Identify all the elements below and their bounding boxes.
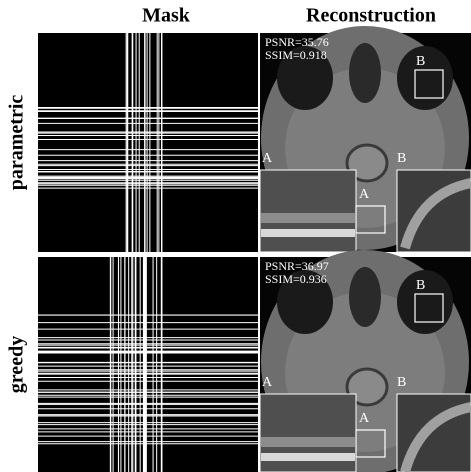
mask-image xyxy=(38,257,258,472)
mask-background xyxy=(38,33,258,252)
tag-label: A xyxy=(262,151,273,166)
inset-a-band xyxy=(261,213,355,223)
sinus xyxy=(349,267,381,327)
tag-label: B xyxy=(416,278,425,293)
mask-background xyxy=(38,257,258,472)
inset-a-band xyxy=(261,453,355,461)
tag-label: A xyxy=(359,411,370,426)
ssim-label: SSIM=0.936 xyxy=(265,272,327,286)
tag-label: B xyxy=(397,151,406,166)
row-label: greedy xyxy=(6,336,28,393)
psnr-label: PSNR=35.76 xyxy=(265,35,329,49)
sinus xyxy=(349,43,381,103)
tag-label: A xyxy=(262,375,273,390)
tag-label: B xyxy=(397,375,406,390)
mask-image xyxy=(38,33,258,252)
ssim-label: SSIM=0.918 xyxy=(265,48,327,62)
figure: Mask Reconstruction parametric PSNR=35.76… xyxy=(0,0,471,472)
tag-label: B xyxy=(416,54,425,69)
row-label: parametric xyxy=(6,95,28,191)
tag-label: A xyxy=(359,187,370,202)
column-header: Reconstruction xyxy=(306,5,436,27)
psnr-label: PSNR=36.97 xyxy=(265,259,329,273)
inset-a xyxy=(260,170,356,252)
column-header: Mask xyxy=(142,5,191,27)
inset-a-band xyxy=(261,229,355,237)
inset-a-band xyxy=(261,437,355,447)
